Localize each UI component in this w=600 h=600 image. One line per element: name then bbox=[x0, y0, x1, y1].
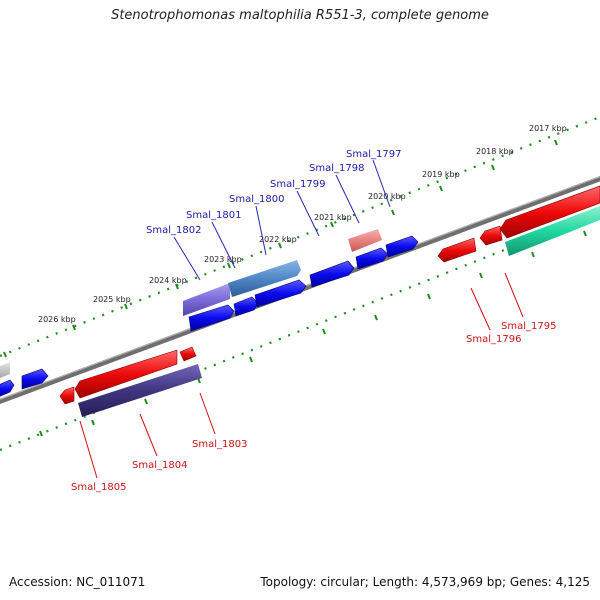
tick-label-2017: 2017 kbp bbox=[529, 124, 567, 133]
tick-label-2022: 2022 kbp bbox=[259, 235, 297, 244]
gene-pink[interactable] bbox=[348, 229, 382, 252]
upper-major-ticks bbox=[3, 139, 558, 358]
tick-label-2024: 2024 kbp bbox=[149, 276, 187, 285]
gene-blue-1802b[interactable] bbox=[188, 304, 235, 332]
gene-smal-1803-small[interactable] bbox=[179, 346, 197, 362]
accession-text: Accession: NC_011071 bbox=[9, 575, 146, 589]
gene-red-mid[interactable] bbox=[479, 225, 503, 246]
gene-label-smal-1798[interactable]: Smal_1798 bbox=[309, 163, 364, 174]
gene-label-smal-1797[interactable]: Smal_1797 bbox=[346, 149, 401, 160]
tick-label-2026: 2026 kbp bbox=[38, 315, 76, 324]
gene-label-smal-1805[interactable]: Smal_1805 bbox=[71, 482, 126, 493]
gene-blue-fragment-left[interactable] bbox=[0, 379, 15, 398]
gene-smal-1799[interactable] bbox=[309, 260, 355, 288]
gene-blue-1800[interactable] bbox=[254, 279, 307, 308]
gene-label-smal-1796[interactable]: Smal_1796 bbox=[466, 334, 521, 345]
gene-smal-1802[interactable] bbox=[183, 283, 230, 316]
gene-label-smal-1799[interactable]: Smal_1799 bbox=[270, 179, 325, 190]
forward-genes bbox=[0, 229, 419, 398]
genome-stats-text: Topology: circular; Length: 4,573,969 bp… bbox=[260, 575, 590, 589]
scale-labels: 2017 kbp 2018 kbp 2019 kbp 2020 kbp 2021… bbox=[38, 124, 567, 324]
tick-label-2018: 2018 kbp bbox=[476, 147, 514, 156]
gene-red-long[interactable] bbox=[499, 185, 600, 239]
gene-blue-small-left[interactable] bbox=[21, 368, 49, 390]
gene-smal-1801[interactable] bbox=[228, 260, 301, 297]
tick-label-2020: 2020 kbp bbox=[368, 192, 406, 201]
map-title: Stenotrophomonas maltophilia R551-3, com… bbox=[111, 8, 489, 23]
tick-label-2023: 2023 kbp bbox=[204, 255, 242, 264]
gene-smal-1797[interactable] bbox=[385, 235, 419, 258]
gene-label-smal-1800[interactable]: Smal_1800 bbox=[229, 194, 284, 205]
gene-smal-1804[interactable] bbox=[74, 349, 178, 399]
gene-smal-1805[interactable] bbox=[59, 386, 75, 405]
gene-gray-fragment[interactable] bbox=[0, 362, 10, 378]
gene-label-smal-1801[interactable]: Smal_1801 bbox=[186, 210, 241, 221]
lower-major-ticks bbox=[39, 230, 587, 437]
gene-label-smal-1802[interactable]: Smal_1802 bbox=[146, 225, 201, 236]
tick-label-2021: 2021 kbp bbox=[314, 213, 352, 222]
gene-label-smal-1803[interactable]: Smal_1803 bbox=[192, 439, 247, 450]
tick-label-2025: 2025 kbp bbox=[93, 295, 131, 304]
gene-blue-1801b[interactable] bbox=[233, 296, 259, 317]
gene-label-smal-1804[interactable]: Smal_1804 bbox=[132, 460, 187, 471]
gene-label-smal-1795[interactable]: Smal_1795 bbox=[501, 321, 556, 332]
gene-smal-1798[interactable] bbox=[355, 247, 389, 270]
reverse-genes bbox=[59, 185, 600, 417]
gene-smal-1803[interactable] bbox=[78, 364, 202, 417]
tick-label-2019: 2019 kbp bbox=[422, 170, 460, 179]
label-leaders bbox=[79, 159, 524, 479]
gene-labels-forward: Smal_1797 Smal_1798 Smal_1799 Smal_1800 … bbox=[146, 149, 401, 236]
gene-smal-1795[interactable] bbox=[505, 206, 600, 256]
gene-smal-1796[interactable] bbox=[437, 237, 477, 263]
gene-labels-reverse: Smal_1795 Smal_1796 Smal_1803 Smal_1804 … bbox=[71, 321, 556, 493]
